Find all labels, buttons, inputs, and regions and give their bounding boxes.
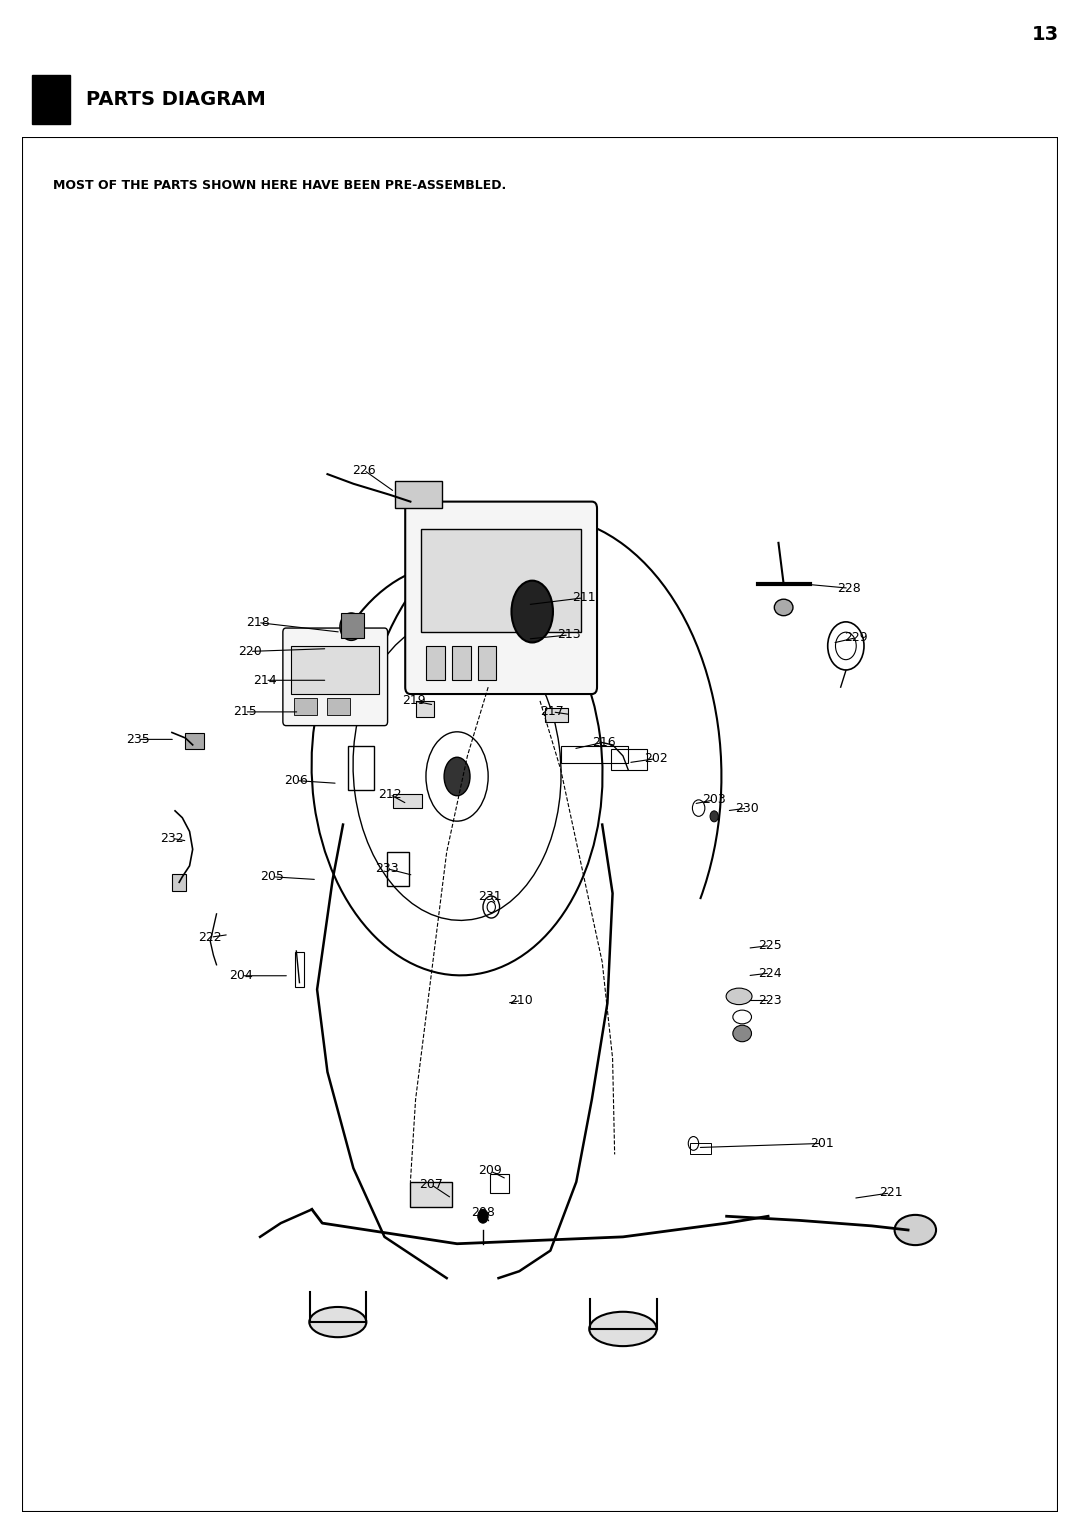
Ellipse shape bbox=[774, 599, 793, 615]
Bar bbox=[186, 733, 204, 748]
Bar bbox=[292, 646, 379, 693]
Text: 213: 213 bbox=[557, 629, 581, 641]
Bar bbox=[690, 1144, 711, 1154]
Text: 222: 222 bbox=[199, 931, 222, 944]
Ellipse shape bbox=[477, 1209, 488, 1223]
Text: PARTS DIAGRAM: PARTS DIAGRAM bbox=[86, 90, 266, 108]
Bar bbox=[1010, 0, 1080, 69]
Bar bbox=[393, 794, 422, 808]
Bar bbox=[426, 646, 445, 681]
Bar bbox=[545, 709, 568, 722]
Ellipse shape bbox=[733, 1025, 752, 1041]
Bar bbox=[410, 1182, 451, 1206]
Text: 13: 13 bbox=[1031, 24, 1059, 44]
Text: 229: 229 bbox=[845, 631, 868, 644]
Text: 231: 231 bbox=[478, 890, 502, 902]
Text: 211: 211 bbox=[571, 591, 595, 605]
Bar bbox=[294, 698, 318, 715]
Text: 226: 226 bbox=[352, 464, 376, 476]
Text: MOST OF THE PARTS SHOWN HERE HAVE BEEN PRE-ASSEMBLED.: MOST OF THE PARTS SHOWN HERE HAVE BEEN P… bbox=[53, 179, 505, 192]
Bar bbox=[348, 747, 374, 791]
Text: 217: 217 bbox=[541, 705, 565, 718]
Ellipse shape bbox=[340, 612, 363, 640]
Ellipse shape bbox=[444, 757, 470, 796]
Bar bbox=[421, 528, 581, 632]
Ellipse shape bbox=[894, 1215, 936, 1245]
FancyBboxPatch shape bbox=[405, 501, 597, 693]
Text: 204: 204 bbox=[230, 970, 254, 982]
Text: 201: 201 bbox=[810, 1138, 834, 1150]
Bar bbox=[395, 481, 442, 508]
Text: 215: 215 bbox=[232, 705, 256, 718]
Text: 233: 233 bbox=[375, 863, 399, 875]
Bar bbox=[172, 873, 187, 890]
Text: 221: 221 bbox=[879, 1186, 902, 1199]
Text: 235: 235 bbox=[126, 733, 150, 745]
Text: 209: 209 bbox=[478, 1165, 502, 1177]
Text: 203: 203 bbox=[702, 794, 726, 806]
Bar bbox=[477, 646, 497, 681]
Bar bbox=[387, 852, 409, 886]
Text: 205: 205 bbox=[260, 870, 284, 883]
Text: 230: 230 bbox=[735, 802, 759, 814]
Text: 207: 207 bbox=[419, 1179, 443, 1191]
Text: 232: 232 bbox=[160, 832, 184, 844]
Bar bbox=[327, 698, 350, 715]
Bar bbox=[490, 1174, 509, 1193]
Ellipse shape bbox=[590, 1312, 657, 1347]
Ellipse shape bbox=[512, 580, 553, 643]
Bar bbox=[341, 612, 364, 638]
Text: 210: 210 bbox=[510, 994, 534, 1006]
Text: 216: 216 bbox=[593, 736, 616, 748]
Text: 202: 202 bbox=[645, 753, 669, 765]
Text: 212: 212 bbox=[378, 788, 402, 800]
FancyBboxPatch shape bbox=[283, 628, 388, 725]
Text: 228: 228 bbox=[837, 582, 861, 594]
Bar bbox=[32, 75, 70, 124]
Text: 220: 220 bbox=[238, 644, 261, 658]
Text: www.smoothfitness.com: www.smoothfitness.com bbox=[788, 27, 999, 41]
Text: 208: 208 bbox=[471, 1206, 495, 1219]
Bar bbox=[295, 953, 303, 986]
Ellipse shape bbox=[726, 988, 752, 1005]
Bar bbox=[451, 646, 471, 681]
Text: 206: 206 bbox=[284, 774, 308, 786]
Text: 219: 219 bbox=[402, 695, 426, 707]
Text: 223: 223 bbox=[758, 994, 782, 1006]
Bar bbox=[610, 748, 647, 770]
Bar bbox=[416, 701, 434, 718]
Text: 214: 214 bbox=[254, 673, 278, 687]
Text: 224: 224 bbox=[758, 967, 782, 979]
Ellipse shape bbox=[710, 811, 718, 822]
Bar bbox=[561, 747, 629, 762]
Text: 225: 225 bbox=[758, 939, 782, 951]
Ellipse shape bbox=[309, 1307, 366, 1338]
Text: 218: 218 bbox=[246, 615, 270, 629]
